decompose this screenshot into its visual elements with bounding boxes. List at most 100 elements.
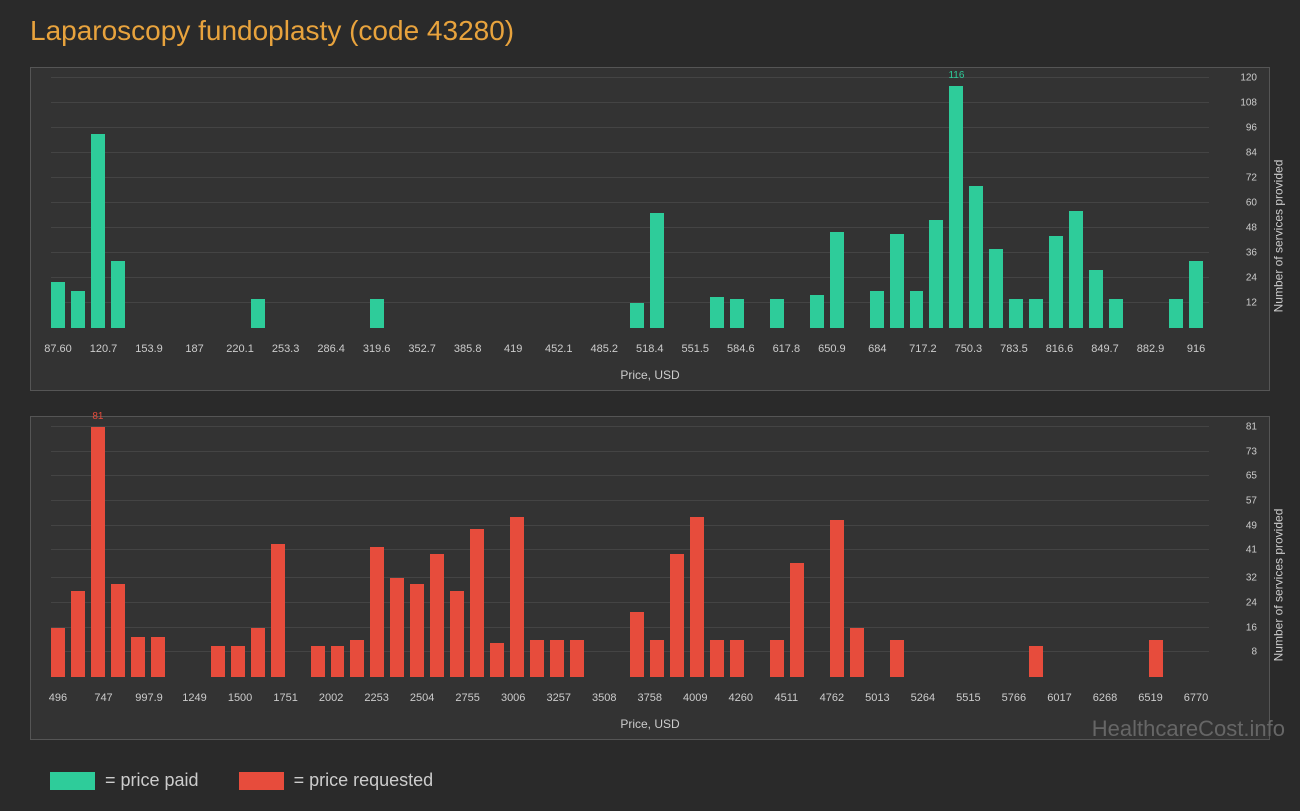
x-tick: 2504 bbox=[410, 692, 434, 704]
chart-bar bbox=[670, 554, 684, 677]
chart-bar bbox=[650, 640, 664, 677]
chart-bar bbox=[370, 299, 384, 328]
x-tick: 2002 bbox=[319, 692, 343, 704]
x-tick: 783.5 bbox=[1000, 343, 1028, 355]
chart-bar bbox=[410, 584, 424, 677]
chart-bar bbox=[890, 234, 904, 328]
y-tick: 84 bbox=[1246, 148, 1257, 159]
y-tick: 49 bbox=[1246, 520, 1257, 531]
y-tick: 73 bbox=[1246, 446, 1257, 457]
y-tick: 120 bbox=[1240, 73, 1257, 84]
chart-bar bbox=[690, 517, 704, 677]
x-tick: 452.1 bbox=[545, 343, 573, 355]
chart-bar bbox=[91, 427, 105, 677]
bar-max-label: 116 bbox=[948, 70, 964, 81]
x-tick: 120.7 bbox=[90, 343, 118, 355]
x-tick: 2253 bbox=[364, 692, 388, 704]
chart-bar bbox=[1029, 299, 1043, 328]
x-tick: 5766 bbox=[1002, 692, 1026, 704]
chart-bar bbox=[71, 291, 85, 329]
y-axis-label: Number of services provided bbox=[1272, 509, 1286, 662]
chart-bar bbox=[630, 303, 644, 328]
chart-bar bbox=[890, 640, 904, 677]
chart-bar bbox=[1149, 640, 1163, 677]
legend-label: = price requested bbox=[294, 770, 434, 791]
chart-bar bbox=[1069, 211, 1083, 328]
x-tick: 4511 bbox=[775, 692, 799, 704]
y-axis-label: Number of services provided bbox=[1272, 160, 1286, 313]
legend-label: = price paid bbox=[105, 770, 199, 791]
x-tick: 3508 bbox=[592, 692, 616, 704]
chart-bar bbox=[969, 186, 983, 328]
chart-bar bbox=[650, 213, 664, 328]
chart-bar bbox=[850, 628, 864, 677]
x-tick: 6519 bbox=[1138, 692, 1162, 704]
chart-bar bbox=[350, 640, 364, 677]
legend-swatch bbox=[50, 772, 95, 790]
x-tick: 496 bbox=[49, 692, 67, 704]
x-tick: 385.8 bbox=[454, 343, 482, 355]
chart-bar bbox=[929, 220, 943, 328]
chart-price-requested: 81 8162432414957657381 Number of service… bbox=[30, 416, 1270, 740]
x-tick: 5264 bbox=[911, 692, 935, 704]
x-tick: 617.8 bbox=[773, 343, 801, 355]
chart-bar bbox=[730, 640, 744, 677]
x-tick: 717.2 bbox=[909, 343, 937, 355]
y-tick: 24 bbox=[1246, 597, 1257, 608]
x-tick: 6770 bbox=[1184, 692, 1208, 704]
chart-bar bbox=[131, 637, 145, 677]
chart-bar bbox=[630, 612, 644, 677]
chart-bar bbox=[710, 640, 724, 677]
chart-bar bbox=[71, 591, 85, 677]
chart-bar bbox=[331, 646, 345, 677]
chart-bar bbox=[770, 640, 784, 677]
x-tick: 1500 bbox=[228, 692, 252, 704]
y-tick: 72 bbox=[1246, 173, 1257, 184]
x-tick: 419 bbox=[504, 343, 522, 355]
chart-bar bbox=[370, 547, 384, 677]
x-tick: 3758 bbox=[638, 692, 662, 704]
x-tick: 1249 bbox=[182, 692, 206, 704]
chart-bar bbox=[271, 544, 285, 677]
y-tick: 65 bbox=[1246, 471, 1257, 482]
chart-bar bbox=[570, 640, 584, 677]
x-tick: 684 bbox=[868, 343, 886, 355]
x-tick: 551.5 bbox=[682, 343, 710, 355]
legend-item-requested: = price requested bbox=[239, 770, 434, 791]
x-tick: 5515 bbox=[956, 692, 980, 704]
x-tick: 1751 bbox=[273, 692, 297, 704]
x-tick: 584.6 bbox=[727, 343, 755, 355]
chart-bar bbox=[1049, 236, 1063, 328]
chart-bar bbox=[450, 591, 464, 677]
y-tick: 57 bbox=[1246, 496, 1257, 507]
x-tick: 518.4 bbox=[636, 343, 664, 355]
page-title: Laparoscopy fundoplasty (code 43280) bbox=[30, 15, 1270, 47]
chart-bar bbox=[231, 646, 245, 677]
chart-bar bbox=[251, 628, 265, 677]
chart-bar bbox=[390, 578, 404, 677]
x-tick: 6017 bbox=[1047, 692, 1071, 704]
x-tick: 3006 bbox=[501, 692, 525, 704]
y-tick: 36 bbox=[1246, 248, 1257, 259]
legend: = price paid = price requested bbox=[30, 765, 1270, 796]
chart-bar bbox=[490, 643, 504, 677]
chart-bar bbox=[1029, 646, 1043, 677]
chart-bar bbox=[1169, 299, 1183, 328]
bar-max-label: 81 bbox=[92, 411, 103, 422]
x-tick: 650.9 bbox=[818, 343, 846, 355]
x-tick: 4009 bbox=[683, 692, 707, 704]
x-tick: 4762 bbox=[820, 692, 844, 704]
y-tick: 108 bbox=[1240, 98, 1257, 109]
chart-bar bbox=[1089, 270, 1103, 328]
y-tick: 8 bbox=[1251, 647, 1257, 658]
x-tick: 882.9 bbox=[1137, 343, 1165, 355]
chart-bar bbox=[1009, 299, 1023, 328]
x-tick: 5013 bbox=[865, 692, 889, 704]
chart-bar bbox=[710, 297, 724, 328]
y-tick: 48 bbox=[1246, 223, 1257, 234]
x-tick: 2755 bbox=[455, 692, 479, 704]
y-tick: 60 bbox=[1246, 198, 1257, 209]
chart-bar bbox=[730, 299, 744, 328]
x-tick: 286.4 bbox=[317, 343, 345, 355]
y-tick: 24 bbox=[1246, 273, 1257, 284]
